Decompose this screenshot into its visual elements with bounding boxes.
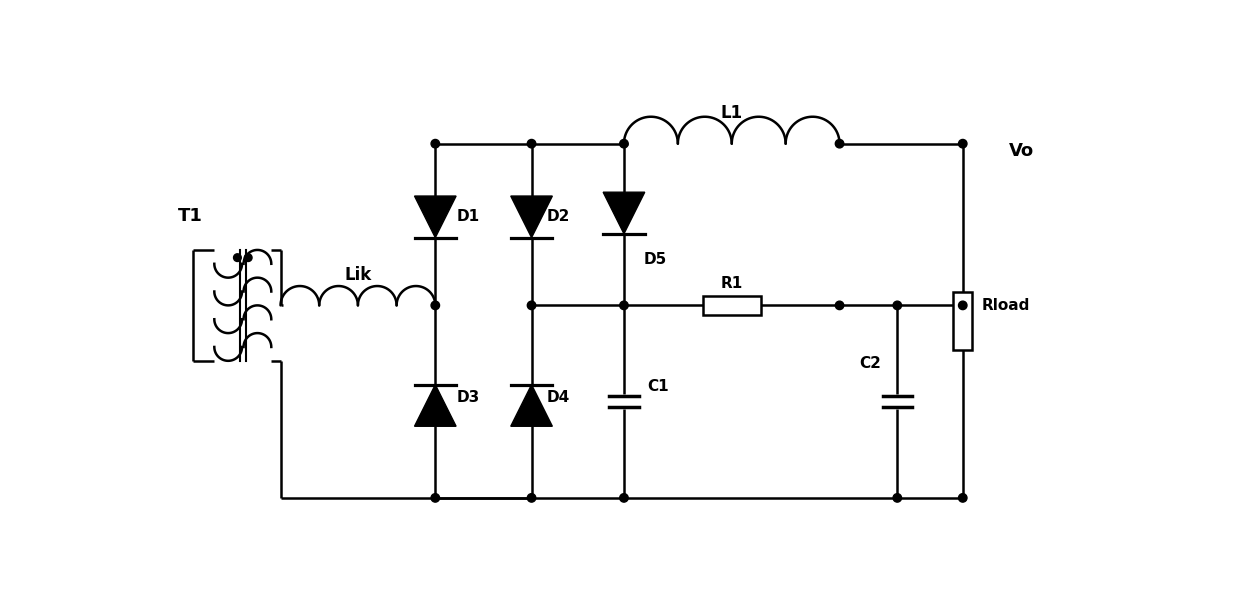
- Text: C2: C2: [859, 356, 880, 371]
- Circle shape: [836, 301, 843, 310]
- Circle shape: [620, 493, 629, 502]
- Text: L1: L1: [720, 104, 743, 122]
- Circle shape: [432, 493, 439, 502]
- Polygon shape: [414, 385, 456, 426]
- Text: Rload: Rload: [982, 298, 1030, 313]
- Circle shape: [432, 140, 439, 148]
- Circle shape: [527, 301, 536, 310]
- Text: R1: R1: [720, 276, 743, 291]
- Circle shape: [959, 140, 967, 148]
- Text: D1: D1: [456, 209, 480, 225]
- Polygon shape: [603, 192, 645, 234]
- Text: D5: D5: [644, 252, 666, 266]
- Text: D2: D2: [547, 209, 570, 225]
- Text: T1: T1: [179, 206, 203, 225]
- Circle shape: [527, 140, 536, 148]
- Circle shape: [893, 493, 901, 502]
- Circle shape: [620, 140, 629, 148]
- Polygon shape: [511, 196, 552, 237]
- Polygon shape: [414, 196, 456, 237]
- Circle shape: [959, 493, 967, 502]
- Text: Lik: Lik: [345, 266, 372, 284]
- Circle shape: [836, 140, 843, 148]
- Text: D4: D4: [547, 390, 570, 405]
- Circle shape: [244, 254, 252, 262]
- Text: Vo: Vo: [1009, 143, 1034, 160]
- Circle shape: [233, 254, 242, 262]
- Circle shape: [959, 301, 967, 310]
- Text: C1: C1: [647, 379, 668, 394]
- Bar: [954, 292, 972, 350]
- Circle shape: [527, 493, 536, 502]
- Circle shape: [620, 301, 629, 310]
- Polygon shape: [511, 385, 552, 426]
- Circle shape: [893, 301, 901, 310]
- Text: D3: D3: [456, 390, 480, 405]
- Bar: [703, 296, 760, 315]
- Circle shape: [432, 301, 439, 310]
